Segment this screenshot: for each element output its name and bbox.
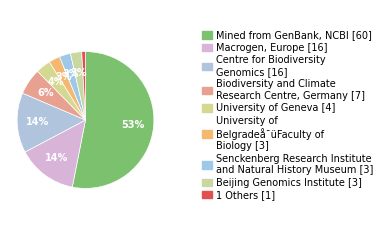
- Wedge shape: [82, 52, 86, 120]
- Legend: Mined from GenBank, NCBI [60], Macrogen, Europe [16], Centre for Biodiversity
Ge: Mined from GenBank, NCBI [60], Macrogen,…: [200, 28, 375, 202]
- Text: 53%: 53%: [122, 120, 145, 130]
- Text: 14%: 14%: [45, 153, 68, 163]
- Wedge shape: [70, 52, 86, 120]
- Wedge shape: [25, 120, 86, 187]
- Wedge shape: [17, 93, 85, 152]
- Wedge shape: [38, 62, 86, 120]
- Text: 3%: 3%: [71, 68, 87, 78]
- Wedge shape: [60, 53, 86, 120]
- Text: 3%: 3%: [63, 69, 79, 79]
- Text: 6%: 6%: [38, 88, 54, 98]
- Text: 3%: 3%: [55, 72, 72, 82]
- Wedge shape: [22, 71, 86, 120]
- Wedge shape: [72, 52, 154, 188]
- Text: 4%: 4%: [48, 77, 64, 87]
- Text: 14%: 14%: [26, 117, 49, 127]
- Wedge shape: [49, 57, 86, 120]
